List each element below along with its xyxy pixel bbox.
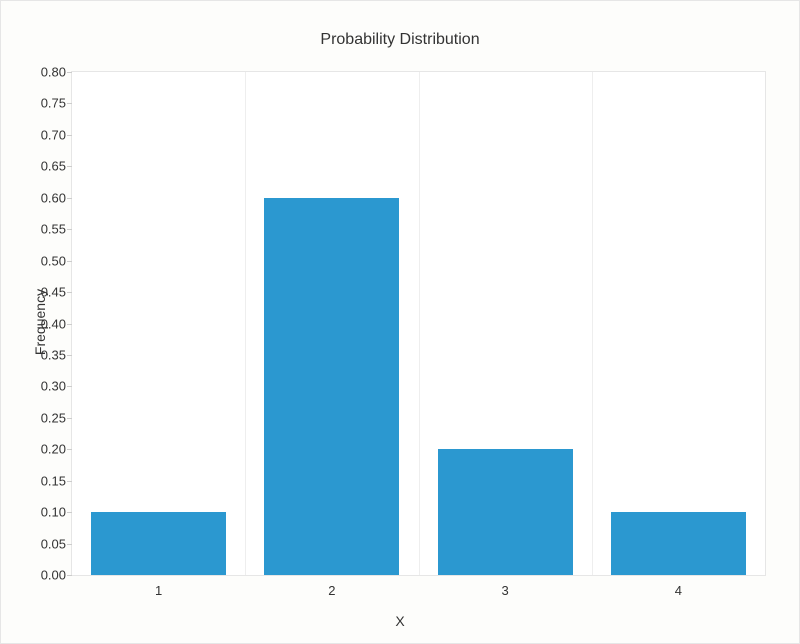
gridline-vertical <box>245 72 246 575</box>
y-tick-mark <box>67 292 72 293</box>
y-tick-label: 0.80 <box>41 65 66 80</box>
y-tick-mark <box>67 512 72 513</box>
y-tick-label: 0.55 <box>41 222 66 237</box>
x-tick-label: 4 <box>675 583 682 598</box>
y-tick-mark <box>67 198 72 199</box>
y-tick-label: 0.10 <box>41 505 66 520</box>
y-tick-label: 0.25 <box>41 410 66 425</box>
y-tick-mark <box>67 135 72 136</box>
y-tick-mark <box>67 229 72 230</box>
y-tick-mark <box>67 72 72 73</box>
y-tick-label: 0.05 <box>41 536 66 551</box>
y-tick-mark <box>67 481 72 482</box>
y-tick-label: 0.40 <box>41 316 66 331</box>
y-tick-mark <box>67 544 72 545</box>
y-tick-label: 0.20 <box>41 442 66 457</box>
y-tick-label: 0.65 <box>41 159 66 174</box>
y-tick-mark <box>67 166 72 167</box>
y-tick-label: 0.35 <box>41 347 66 362</box>
bar <box>91 512 226 575</box>
y-tick-mark <box>67 449 72 450</box>
y-tick-mark <box>67 261 72 262</box>
x-axis-label: X <box>1 613 799 629</box>
y-tick-mark <box>67 386 72 387</box>
bar <box>611 512 746 575</box>
y-tick-label: 0.60 <box>41 190 66 205</box>
x-tick-label: 3 <box>502 583 509 598</box>
y-tick-label: 0.15 <box>41 473 66 488</box>
y-tick-label: 0.75 <box>41 96 66 111</box>
y-tick-mark <box>67 575 72 576</box>
y-tick-mark <box>67 103 72 104</box>
gridline-vertical <box>419 72 420 575</box>
bar <box>264 198 399 575</box>
gridline-vertical <box>592 72 593 575</box>
y-tick-label: 0.70 <box>41 127 66 142</box>
y-tick-label: 0.45 <box>41 285 66 300</box>
x-tick-label: 2 <box>328 583 335 598</box>
y-tick-mark <box>67 355 72 356</box>
chart-container: Probability Distribution Frequency X 0.0… <box>0 0 800 644</box>
bar <box>438 449 573 575</box>
y-tick-label: 0.50 <box>41 253 66 268</box>
chart-title: Probability Distribution <box>1 31 799 49</box>
x-tick-label: 1 <box>155 583 162 598</box>
y-tick-mark <box>67 418 72 419</box>
y-tick-label: 0.30 <box>41 379 66 394</box>
plot-area: 0.000.050.100.150.200.250.300.350.400.45… <box>71 71 766 576</box>
y-tick-label: 0.00 <box>41 568 66 583</box>
y-tick-mark <box>67 324 72 325</box>
